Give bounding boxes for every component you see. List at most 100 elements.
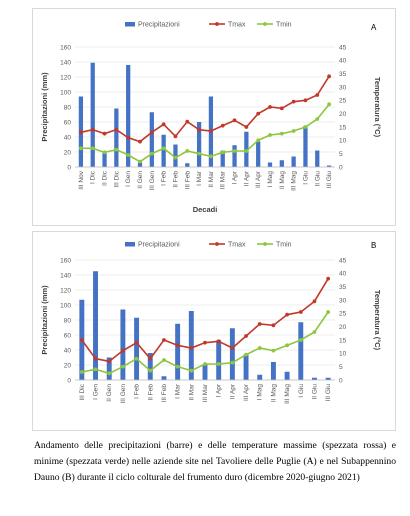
y-left-tick-label: 120 xyxy=(60,287,71,294)
tmax-point xyxy=(291,99,296,104)
x-tick-label: III Gen xyxy=(120,384,127,404)
precipitation-bar xyxy=(93,271,98,380)
tmax-point xyxy=(312,299,317,304)
precipitation-bar xyxy=(279,160,284,167)
tmin-point xyxy=(257,346,262,350)
legend-marker-tmin xyxy=(263,22,267,26)
y-right-tick-label: 35 xyxy=(339,71,347,78)
tmax-point xyxy=(220,123,225,128)
chart-a-svg: 0 20 40 60 80 100 120 140 160 0 5 10 15 20 25 30 35 40 45 I… xyxy=(40,22,382,215)
x-tick-label: I Mag xyxy=(267,171,274,188)
tmax-point xyxy=(326,276,331,281)
x-tick-label: I Apr xyxy=(232,170,239,184)
tmax-point xyxy=(138,139,142,144)
tmin-point xyxy=(244,149,249,153)
y-right-tick-label: 25 xyxy=(339,311,347,318)
tmin-point xyxy=(244,352,248,357)
tmin-point xyxy=(79,370,84,374)
tmin-point xyxy=(326,310,331,314)
tmin-point xyxy=(107,371,112,376)
precipitation-bar xyxy=(106,357,112,380)
tmax-point xyxy=(102,131,107,136)
y-left-tick-label: 100 xyxy=(60,89,71,96)
x-tick-label: III Apr xyxy=(255,170,262,188)
y-right-tick-label: 5 xyxy=(339,151,343,158)
x-tick-label: II Gen xyxy=(106,384,113,402)
y-left-tick-label: 20 xyxy=(64,362,72,369)
x-tick-label: II Mar xyxy=(208,170,215,187)
y-right-axis-title: Temperatura (°C) xyxy=(373,77,382,138)
chart-panel-a: 0 20 40 60 80 100 120 140 160 0 5 10 15 20 25 30 35 40 45 I… xyxy=(32,8,396,226)
x-tick-label: I Feb xyxy=(161,171,168,186)
precipitation-bar xyxy=(284,371,290,380)
precipitation-bar xyxy=(326,165,332,167)
x-tick-label: III Mar xyxy=(220,170,227,189)
tmin-point xyxy=(189,368,194,373)
precipitation-bar xyxy=(114,108,119,167)
precipitation-bar xyxy=(102,152,107,167)
x-tick-label: III Giu xyxy=(325,384,332,402)
tmin-line xyxy=(80,103,330,163)
tmin-point xyxy=(93,367,98,372)
precipitation-bar xyxy=(126,65,131,167)
tmin-point xyxy=(120,364,125,369)
legend-label-tmax: Tmax xyxy=(228,242,246,249)
chart-panel-b: 0 20 40 60 80 100 120 140 160 0 5 10 15 20 25 30 35 40 45 I… xyxy=(32,231,396,431)
y-left-tick-label: 0 xyxy=(67,164,71,171)
tmax-point xyxy=(185,119,190,124)
tmin-point xyxy=(185,149,190,153)
tmin-point xyxy=(149,151,154,156)
y-left-tick-label: 20 xyxy=(64,149,72,156)
y-left-tick-label: 160 xyxy=(60,44,71,51)
x-tick-label: III Nov xyxy=(78,170,85,190)
legend-swatch-precipitazioni xyxy=(125,242,135,247)
precipitation-bar xyxy=(267,162,273,167)
precipitation-bar xyxy=(298,322,304,380)
legend-label-precipitazioni: Precipitazioni xyxy=(138,242,180,249)
tmax-point xyxy=(175,343,180,348)
tmin-point xyxy=(298,338,303,342)
tmax-point xyxy=(134,340,139,345)
precipitation-bar xyxy=(202,364,208,380)
legend-label-precipitazioni: Precipitazioni xyxy=(138,22,180,29)
x-tick-label: II Feb xyxy=(147,384,154,401)
y-left-tick-label: 140 xyxy=(60,272,71,279)
precipitation-bar xyxy=(120,309,126,380)
tmin-point xyxy=(220,150,225,155)
tmax-point xyxy=(189,346,194,350)
tmax-point xyxy=(93,356,98,361)
x-tick-label: I Dic xyxy=(90,170,97,184)
tmax-point xyxy=(203,340,207,345)
tmin-point xyxy=(161,146,166,151)
y-right-tick-label: 5 xyxy=(339,364,343,371)
tmax-point xyxy=(298,310,303,314)
precipitation-bar xyxy=(175,323,181,380)
x-tick-label: III Apr xyxy=(243,383,250,401)
tmin-point xyxy=(102,150,107,155)
x-tick-label: III Feb xyxy=(184,171,191,190)
legend-label-tmin: Tmin xyxy=(276,22,292,29)
precipitation-bar xyxy=(243,354,249,380)
x-tick-label: I Mar xyxy=(175,383,182,399)
precipitation-bar xyxy=(185,163,190,167)
y-right-tick-label: 45 xyxy=(339,44,347,51)
precipitation-bar xyxy=(196,122,202,167)
panel-label: B xyxy=(371,241,376,250)
tmin-point xyxy=(291,129,296,133)
y-right-tick-label: 20 xyxy=(339,111,347,118)
tmin-point xyxy=(148,368,153,373)
y-right-tick-label: 0 xyxy=(339,377,343,384)
x-tick-label: I Gen xyxy=(125,171,132,187)
precipitation-bar xyxy=(270,362,276,380)
x-tick-label: I Apr xyxy=(216,383,223,397)
tmax-point xyxy=(230,346,235,350)
legend-marker-tmax xyxy=(215,242,219,246)
precipitation-bar xyxy=(134,317,140,380)
y-left-tick-label: 0 xyxy=(67,377,71,384)
tmin-point xyxy=(285,343,290,348)
x-tick-label: II Apr xyxy=(243,170,250,186)
tmin-point xyxy=(312,330,317,334)
y-left-tick-label: 100 xyxy=(60,302,71,309)
legend-swatch-precipitazioni xyxy=(125,22,135,27)
x-tick-label: III Mag xyxy=(291,171,298,191)
